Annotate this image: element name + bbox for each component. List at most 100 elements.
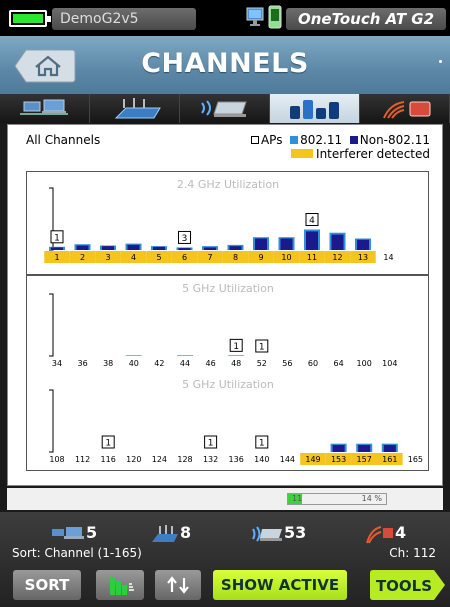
- tick-label-ch5: 5: [156, 253, 161, 262]
- tick-label-ch64: 64: [334, 359, 344, 368]
- network-devices-icon: [20, 99, 68, 115]
- tick-label-ch3: 3: [105, 253, 110, 262]
- tick-label-ch48: 48: [231, 359, 241, 368]
- home-button[interactable]: [14, 49, 76, 83]
- interferer-mark-8: [222, 251, 249, 263]
- tick-label-ch161: 161: [382, 455, 397, 464]
- channel-detail-strip: 11 14 %: [7, 488, 443, 510]
- legend-aps: APs: [260, 133, 283, 147]
- bar-non-802-11-ch9: [255, 238, 267, 250]
- tab-bar: [0, 94, 450, 123]
- interferer-mark-161: [377, 453, 403, 465]
- ap-count-box-ch11: [305, 213, 319, 227]
- tab-clients[interactable]: [180, 94, 270, 123]
- tick-label-ch116: 116: [101, 455, 116, 464]
- swap-button[interactable]: [155, 570, 201, 600]
- chart-title: 2.4 GHz Utilization: [177, 178, 279, 191]
- tick-label-ch8: 8: [233, 253, 238, 262]
- chart-5ghz[interactable]: 5 GHz Utilization 34 36 38 40 42 44 46 48 1 52 1 56 6…: [26, 275, 429, 471]
- tab-access-points[interactable]: [90, 94, 180, 123]
- access-point-icon: [114, 98, 161, 119]
- bar-non-802-11-ch6: [178, 248, 191, 250]
- tick-label-ch40: 40: [129, 359, 139, 368]
- bar-802-11-ch44: [177, 355, 193, 356]
- interferer-mark-4: [120, 251, 147, 263]
- wireless-client-icon: [201, 100, 247, 117]
- show-active-button[interactable]: SHOW ACTIVE: [213, 570, 347, 600]
- wired-count[interactable]: 5: [50, 522, 97, 544]
- tick-label-ch149: 149: [305, 455, 320, 464]
- ap-count-ch132: 1: [208, 439, 214, 449]
- y-axis: [49, 293, 54, 357]
- interferer-mark-5: [146, 251, 172, 263]
- bar-non-802-11-ch161: [383, 444, 396, 452]
- legend: APs 802.11 Non-802.11 Interferer detecte…: [250, 133, 430, 161]
- bar-non-802-11-ch153: [332, 444, 345, 452]
- sort-order-button[interactable]: [96, 570, 144, 600]
- tick-label-ch52: 52: [257, 359, 267, 368]
- interferer-swatch: [291, 149, 314, 158]
- sort-button[interactable]: SORT: [13, 570, 81, 600]
- tick-label-ch10: 10: [281, 253, 291, 262]
- tick-label-ch38: 38: [103, 359, 113, 368]
- page-title: CHANNELS: [141, 48, 309, 79]
- interferer-icon: [383, 101, 431, 119]
- interferer-mark-11: [299, 251, 325, 263]
- network-devices-icon: [52, 526, 84, 539]
- sort-label: Sort: Channel (1-165): [12, 546, 142, 560]
- wifi-swatch: [290, 136, 299, 144]
- status-bar: DemoG2v5 OneTouch AT G2: [0, 0, 450, 36]
- ap-count-box-ch52: [255, 339, 269, 353]
- tab-wired-wireless[interactable]: [0, 94, 90, 123]
- tick-label-ch128: 128: [177, 455, 192, 464]
- non-wifi-swatch: [349, 136, 358, 144]
- interferer-mark-10: [273, 251, 300, 263]
- swap-arrows-icon: [167, 576, 189, 594]
- legend-title: All Channels: [26, 133, 101, 147]
- tick-label-ch6: 6: [182, 253, 187, 262]
- tick-label-ch153: 153: [331, 455, 346, 464]
- ap-count-box-ch132: [204, 435, 218, 449]
- tick-label-ch11: 11: [307, 253, 317, 262]
- wired-count-value: 5: [86, 523, 98, 542]
- interferer-mark-9: [248, 251, 274, 263]
- interferer-count[interactable]: 4: [365, 522, 406, 544]
- channels-panel: All Channels APs 802.11 Non-802.11 Inter…: [7, 124, 443, 486]
- client-count[interactable]: 53: [250, 522, 306, 544]
- device-name[interactable]: DemoG2v5: [52, 8, 196, 30]
- ap-count[interactable]: 8: [150, 522, 191, 544]
- interferer-mark-12: [324, 251, 351, 263]
- tick-label-ch13: 13: [358, 253, 368, 262]
- interferer-mark-6: [171, 251, 198, 263]
- interferer-mark-3: [95, 251, 121, 263]
- bar-non-802-11-ch13: [357, 239, 369, 250]
- tab-channels[interactable]: [270, 94, 360, 123]
- bar-non-802-11-ch1: [51, 247, 63, 250]
- chart-2-4ghz[interactable]: 2.4 GHz Utilization 1 1 2 3 4 5 6 3 7 8 9 10 11 4 12 13 1…: [26, 171, 429, 275]
- sort-bars-icon: [110, 577, 134, 595]
- tools-button[interactable]: TOOLS: [370, 570, 446, 600]
- title-bar: CHANNELS: [0, 36, 450, 94]
- wireless-client-icon: [252, 525, 282, 542]
- phone-icon: [268, 5, 282, 29]
- interferer-icon: [366, 525, 393, 543]
- interferer-mark-157: [351, 453, 377, 465]
- interferer-mark-7: [197, 251, 223, 263]
- tab-interferers[interactable]: [360, 94, 450, 123]
- y-axis: [49, 389, 54, 453]
- bar-non-802-11-ch4: [127, 244, 140, 250]
- ap-count-ch140: 1: [259, 439, 265, 449]
- tick-label-ch157: 157: [357, 455, 372, 464]
- ap-count-ch52: 1: [259, 343, 265, 353]
- chart-title: 5 GHz Utilization: [182, 378, 274, 391]
- product-name: OneTouch AT G2: [286, 8, 446, 30]
- bar-non-802-11-ch7: [204, 247, 216, 250]
- tick-label-ch14: 14: [383, 253, 393, 262]
- interferer-mark-153: [325, 453, 352, 465]
- client-count-value: 53: [284, 523, 307, 542]
- tick-label-ch44: 44: [180, 359, 190, 368]
- selected-channel: Ch: 112: [389, 546, 436, 560]
- ap-count-ch48: 1: [233, 342, 239, 352]
- tick-label-ch36: 36: [78, 359, 88, 368]
